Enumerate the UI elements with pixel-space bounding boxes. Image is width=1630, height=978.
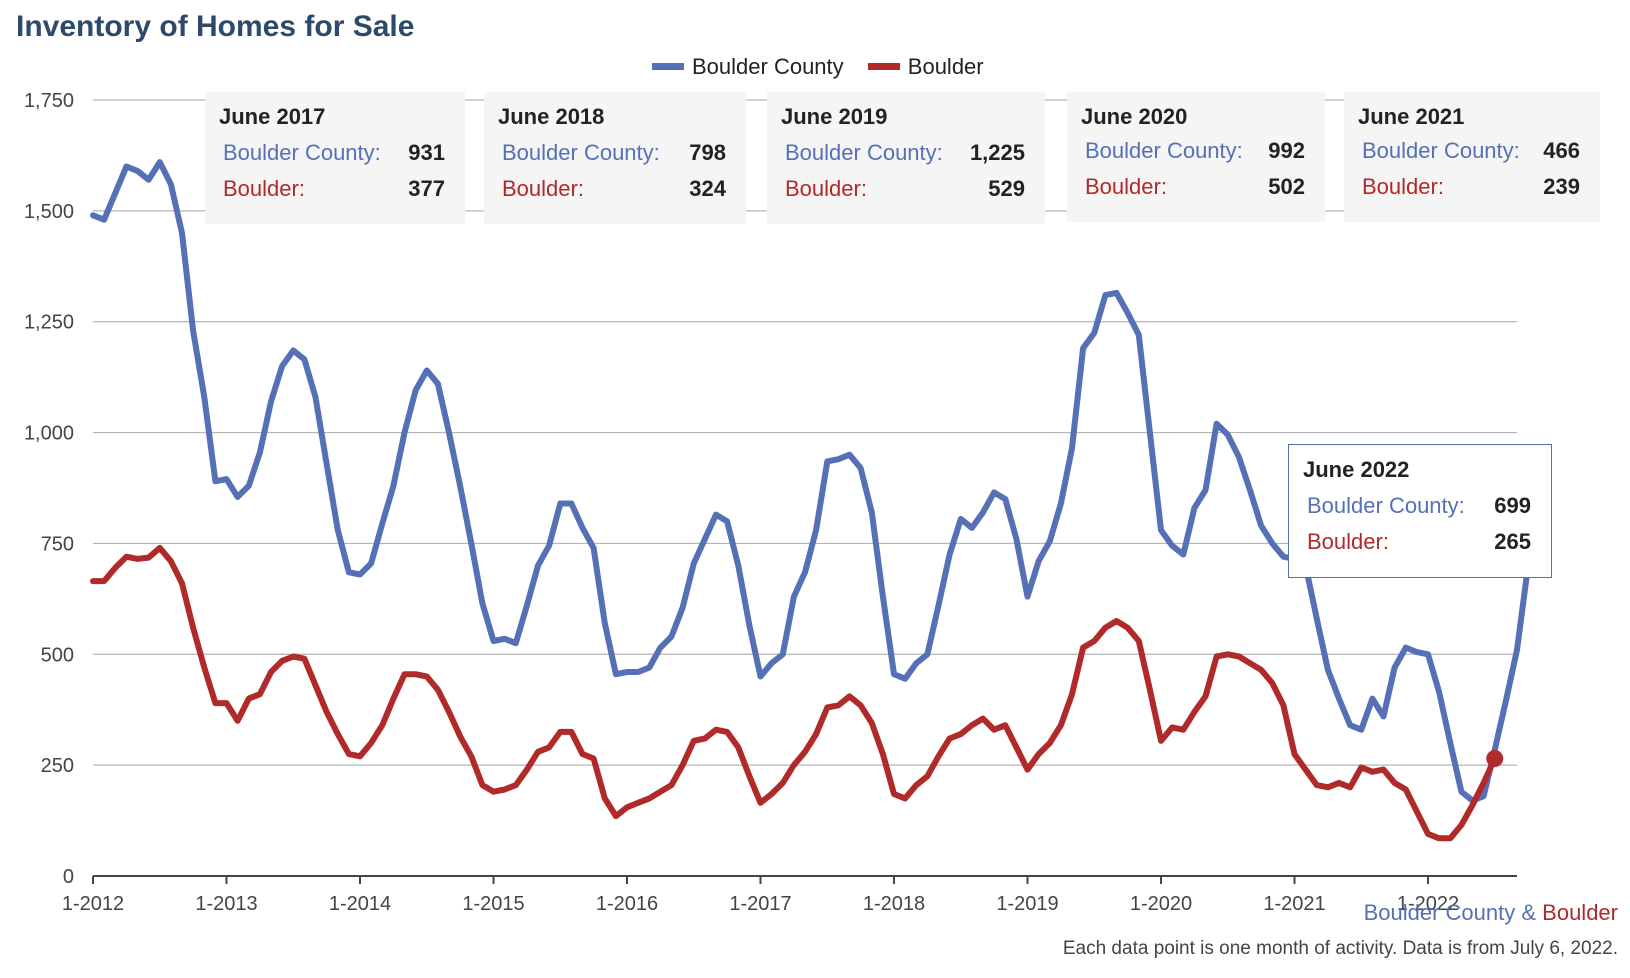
callout-city-label: Boulder: bbox=[1307, 529, 1389, 554]
callout-title: June 2022 bbox=[1303, 457, 1410, 482]
callout-county-label: Boulder County: bbox=[223, 140, 381, 165]
y-tick-label: 1,000 bbox=[24, 423, 74, 445]
callout-city-label: Boulder: bbox=[223, 176, 305, 201]
last-point-boulder bbox=[1486, 749, 1504, 767]
y-tick-label: 1,500 bbox=[24, 201, 74, 223]
callout-title: June 2021 bbox=[1358, 104, 1465, 129]
callout-county-value: 798 bbox=[689, 140, 726, 165]
x-tick-label: 1-2019 bbox=[996, 893, 1058, 915]
y-tick-label: 1,750 bbox=[24, 90, 74, 112]
callout-county-label: Boulder County: bbox=[785, 140, 943, 165]
y-tick-label: 500 bbox=[41, 644, 74, 666]
callout-june-2020: June 2020 Boulder County: 992 Boulder: 5… bbox=[1067, 92, 1325, 222]
callout-title: June 2018 bbox=[498, 104, 605, 129]
x-tick-label: 1-2012 bbox=[62, 893, 124, 915]
legend: Boulder County Boulder bbox=[652, 54, 1002, 80]
callout-county-value: 699 bbox=[1494, 493, 1531, 518]
x-tick-label: 1-2020 bbox=[1130, 893, 1192, 915]
footer-series-label: Boulder County & Boulder bbox=[1364, 900, 1618, 926]
x-tick-label: 1-2014 bbox=[329, 893, 391, 915]
series-line-boulder bbox=[90, 544, 1498, 842]
callout-city-label: Boulder: bbox=[502, 176, 584, 201]
legend-item-boulder[interactable]: Boulder bbox=[867, 54, 984, 80]
callout-county-label: Boulder County: bbox=[1362, 138, 1520, 163]
callout-title: June 2017 bbox=[219, 104, 326, 129]
y-tick-label: 0 bbox=[63, 866, 74, 888]
callout-city-value: 377 bbox=[408, 176, 445, 201]
chart-title: Inventory of Homes for Sale bbox=[16, 10, 415, 43]
callout-title: June 2020 bbox=[1081, 104, 1188, 129]
callout-county-value: 931 bbox=[408, 140, 445, 165]
x-tick-label: 1-2021 bbox=[1263, 893, 1325, 915]
callout-city-value: 239 bbox=[1543, 174, 1580, 199]
callout-county-label: Boulder County: bbox=[1085, 138, 1243, 163]
callout-city-value: 324 bbox=[689, 176, 726, 201]
legend-item-boulder-county[interactable]: Boulder County bbox=[652, 54, 844, 80]
footer-city: Boulder bbox=[1542, 900, 1618, 925]
footer-note: Each data point is one month of activity… bbox=[1062, 938, 1618, 959]
callout-title: June 2019 bbox=[781, 104, 888, 129]
legend-swatch-boulder-county bbox=[652, 63, 684, 71]
callout-city-label: Boulder: bbox=[1085, 174, 1167, 199]
callout-june-2021: June 2021 Boulder County: 466 Boulder: 2… bbox=[1344, 92, 1600, 222]
callout-county-value: 992 bbox=[1268, 138, 1305, 163]
callout-june-2022: June 2022 Boulder County: 699 Boulder: 2… bbox=[1288, 444, 1552, 578]
callout-city-label: Boulder: bbox=[785, 176, 867, 201]
callout-city-value: 265 bbox=[1494, 529, 1531, 554]
callout-city-label: Boulder: bbox=[1362, 174, 1444, 199]
y-tick-label: 1,250 bbox=[24, 312, 74, 334]
callout-june-2018: June 2018 Boulder County: 798 Boulder: 3… bbox=[484, 92, 746, 224]
footer-amp: & bbox=[1515, 900, 1543, 925]
footer-county: Boulder County bbox=[1363, 900, 1516, 925]
callout-county-label: Boulder County: bbox=[502, 140, 660, 165]
callout-county-value: 1,225 bbox=[969, 140, 1025, 165]
y-tick-label: 250 bbox=[41, 755, 74, 777]
x-tick-label: 1-2017 bbox=[729, 893, 791, 915]
y-tick-label: 750 bbox=[41, 533, 74, 555]
callout-city-value: 502 bbox=[1268, 174, 1305, 199]
legend-label-boulder-county: Boulder County bbox=[692, 54, 844, 79]
callout-june-2017: June 2017 Boulder County: 931 Boulder: 3… bbox=[205, 92, 465, 224]
callout-county-label: Boulder County: bbox=[1307, 493, 1465, 518]
x-tick-label: 1-2022 bbox=[1397, 893, 1459, 915]
x-tick-label: 1-2013 bbox=[195, 893, 257, 915]
callout-county-value: 466 bbox=[1543, 138, 1580, 163]
callout-june-2019: June 2019 Boulder County: 1,225 Boulder:… bbox=[767, 92, 1045, 224]
x-tick-label: 1-2018 bbox=[863, 893, 925, 915]
legend-label-boulder: Boulder bbox=[907, 54, 984, 79]
callout-city-value: 529 bbox=[988, 176, 1025, 201]
x-tick-label: 1-2016 bbox=[596, 893, 658, 915]
legend-swatch-boulder bbox=[867, 63, 900, 71]
x-tick-label: 1-2015 bbox=[462, 893, 524, 915]
